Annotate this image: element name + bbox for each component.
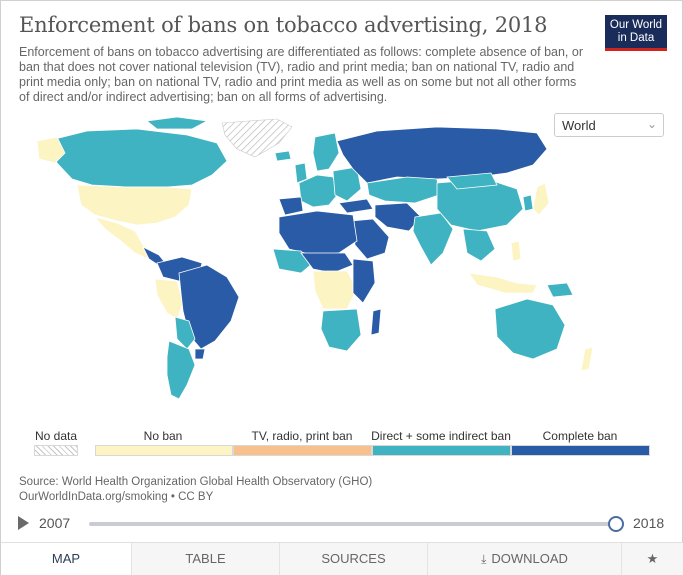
world-map: [36, 116, 594, 400]
region-iberia: [278, 196, 304, 216]
region-canada-islands: [146, 116, 209, 130]
tab-sources[interactable]: SOURCES: [279, 543, 427, 575]
region-kazakhstan: [366, 176, 440, 204]
tab-download[interactable]: ⤓ DOWNLOAD: [427, 543, 621, 575]
region-iran-afghanistan: [374, 202, 422, 232]
region-uk: [294, 162, 308, 184]
logo-line-2: in Data: [617, 32, 655, 44]
legend-no-data-label: No data: [34, 429, 78, 443]
region-png: [546, 282, 574, 298]
logo-line-1: Our World: [609, 19, 663, 31]
region-southeast-asia: [462, 228, 496, 262]
region-canada: [46, 128, 228, 188]
region-sahel: [300, 252, 354, 274]
region-north-africa: [278, 210, 358, 256]
region-australia: [494, 298, 566, 360]
legend-label-no-ban: No ban: [143, 429, 183, 443]
tab-download-label: DOWNLOAD: [491, 551, 568, 566]
chevron-down-icon: ⌄: [646, 117, 657, 131]
legend-swatch-complete[interactable]: [511, 445, 650, 456]
region-west-europe: [298, 174, 340, 208]
map-legend: No data No ban TV, radio, print ban Dire…: [1, 429, 683, 459]
download-icon: ⤓: [481, 552, 487, 566]
legend-no-data-swatch[interactable]: [34, 445, 78, 456]
region-arabia: [350, 218, 390, 260]
chart-subtitle: Enforcement of bans on tobacco advertisi…: [19, 45, 583, 104]
tab-table-label: TABLE: [185, 551, 226, 566]
region-ecuador-peru: [154, 278, 184, 320]
region-bolivia-paraguay: [174, 316, 196, 350]
tab-map-label: MAP: [51, 551, 81, 566]
region-china: [436, 178, 524, 232]
legend-swatch-no-ban[interactable]: [95, 445, 233, 456]
legend-swatch-tv-ban[interactable]: [233, 445, 372, 456]
timeline-track[interactable]: [89, 522, 617, 526]
region-argentina-chile: [166, 340, 196, 400]
region-korea: [522, 194, 534, 212]
region-southern-africa: [320, 308, 362, 352]
region-uruguay: [194, 348, 206, 360]
region-mongolia: [446, 172, 498, 190]
timeline-end-year: 2018: [633, 515, 665, 531]
region-alaska: [36, 136, 66, 164]
region-iceland: [274, 150, 292, 162]
region-central-africa: [312, 270, 358, 310]
region-scandinavia: [312, 132, 340, 172]
region-philippines: [510, 240, 522, 262]
legend-label-tv-ban: TV, radio, print ban: [251, 429, 353, 443]
source-note: Source: World Health Organization Global…: [19, 475, 372, 505]
legend-label-complete: Complete ban: [542, 429, 618, 443]
chart-title: Enforcement of bans on tobacco advertisi…: [19, 13, 548, 37]
tab-table[interactable]: TABLE: [131, 543, 279, 575]
legend-label-some-indirect: Direct + some indirect ban: [371, 429, 511, 443]
region-japan: [532, 182, 550, 216]
timeline: 2007 2018: [1, 511, 683, 537]
tab-map[interactable]: MAP: [1, 543, 131, 575]
region-russia: [336, 126, 548, 184]
legend-swatch-some-indirect[interactable]: [372, 445, 511, 456]
region-usa: [76, 184, 193, 226]
source-line[interactable]: Source: World Health Organization Global…: [19, 476, 373, 488]
region-east-africa: [352, 258, 376, 304]
play-icon[interactable]: [18, 516, 29, 530]
region-greenland: [221, 118, 293, 158]
region-select[interactable]: World ⌄: [554, 113, 664, 137]
region-new-zealand: [580, 346, 594, 372]
timeline-start-year: 2007: [39, 515, 71, 531]
owid-logo[interactable]: Our World in Data: [605, 15, 667, 51]
region-indonesia: [468, 272, 538, 294]
license-line[interactable]: OurWorldInData.org/smoking • CC BY: [19, 491, 214, 503]
region-brazil: [178, 264, 240, 350]
region-turkey: [338, 198, 374, 214]
region-select-value: World: [562, 118, 596, 133]
tab-bar: MAP TABLE SOURCES ⤓ DOWNLOAD ★: [1, 542, 683, 575]
timeline-handle[interactable]: [608, 516, 624, 532]
tab-sources-label: SOURCES: [321, 551, 386, 566]
share-icon: ★: [646, 551, 659, 566]
region-madagascar: [370, 308, 382, 336]
share-button[interactable]: ★: [621, 543, 683, 575]
